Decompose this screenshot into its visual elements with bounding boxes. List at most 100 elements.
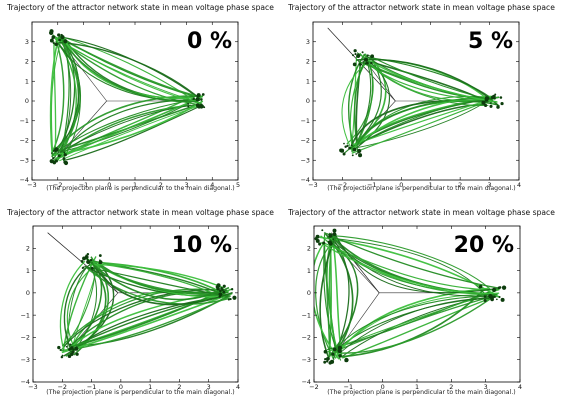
attractor-cluster-dot <box>358 153 363 158</box>
trajectory-line <box>57 42 200 101</box>
noise-percentage-label: 20 % <box>454 233 514 258</box>
attractor-cluster-dot <box>342 152 346 156</box>
attractor-cluster-dot <box>52 156 55 160</box>
attractor-cluster-dot <box>86 259 91 265</box>
trajectory-line <box>85 266 231 305</box>
attractor-cluster-dot <box>496 105 500 109</box>
trajectory-line <box>63 262 93 355</box>
x-tick-label: 2 <box>177 383 181 391</box>
attractor-cluster-dot <box>232 295 237 300</box>
x-tick-label: −2 <box>58 383 67 391</box>
x-tick-label: 2 <box>159 181 163 189</box>
attractor-cluster-dot <box>355 153 358 155</box>
x-tick-label: 0 <box>381 383 385 391</box>
attractor-cluster-dot <box>67 354 72 359</box>
attractor-cluster-dot <box>492 94 496 99</box>
noise-percentage-label: 5 % <box>468 29 513 54</box>
chart-title: Trajectory of the attractor network stat… <box>7 208 274 217</box>
trajectory-line <box>341 61 368 153</box>
attractor-cluster-dot <box>200 103 202 106</box>
attractor-cluster-dot <box>82 266 85 269</box>
x-tick-label: −3 <box>308 181 317 189</box>
attractor-cluster-dot <box>323 360 327 364</box>
trajectory-line <box>86 266 231 297</box>
x-tick-label: −1 <box>87 383 96 391</box>
trajectory-group <box>327 27 504 158</box>
attractor-cluster-dot <box>74 346 79 351</box>
x-tick-label: 0 <box>119 383 123 391</box>
trajectory-line <box>365 58 498 103</box>
attractor-cluster-dot <box>57 345 61 350</box>
attractor-cluster-dot <box>63 153 67 157</box>
attractor-cluster-dot <box>500 297 505 302</box>
attractor-cluster-dot <box>354 53 357 56</box>
center-connector <box>57 100 107 157</box>
trajectory-line <box>59 260 86 350</box>
y-tick-label: 2 <box>25 58 29 66</box>
y-tick-label: −2 <box>301 137 310 145</box>
attractor-cluster-dot <box>60 355 64 359</box>
x-tick-label: 3 <box>207 383 211 391</box>
y-tick-label: 1 <box>25 77 29 85</box>
axes-frame <box>32 225 239 383</box>
attractor-cluster-dot <box>69 343 72 346</box>
attractor-cluster-dot <box>82 256 87 261</box>
y-tick-label: 3 <box>25 38 29 46</box>
attractor-cluster-dot <box>71 350 75 354</box>
attractor-cluster-dot <box>220 286 223 290</box>
attractor-cluster-dot <box>49 30 54 35</box>
attractor-cluster-dot <box>98 254 102 257</box>
attractor-cluster-dot <box>86 258 89 261</box>
attractor-cluster-dot <box>337 348 342 354</box>
attractor-cluster-dot <box>63 160 67 164</box>
attractor-cluster-dot <box>324 358 327 361</box>
attractor-cluster-dot <box>229 298 232 301</box>
x-tick-label: 2 <box>458 181 462 189</box>
y-tick-label: −2 <box>21 334 30 342</box>
trajectory-line <box>57 36 199 98</box>
y-tick-label: 1 <box>306 77 310 85</box>
attractor-cluster-dot <box>325 357 330 361</box>
y-tick-label: 0 <box>306 97 310 105</box>
attractor-cluster-dot <box>344 360 347 363</box>
attractor-cluster-dot <box>478 284 483 289</box>
y-tick-label: −1 <box>302 311 311 319</box>
x-tick-label: 3 <box>184 181 188 189</box>
y-tick-label: 2 <box>26 244 30 252</box>
attractor-cluster-dot <box>52 149 55 152</box>
x-tick-label: −2 <box>53 181 62 189</box>
attractor-cluster-dot <box>498 295 501 299</box>
attractor-cluster-dot <box>59 349 62 352</box>
trajectory-line <box>63 37 195 100</box>
trajectory-line <box>323 234 342 361</box>
trajectory-line <box>53 100 204 156</box>
attractor-cluster-dot <box>51 152 53 154</box>
attractor-cluster-dot <box>343 142 345 145</box>
attractor-cluster-dot <box>200 98 203 101</box>
attractor-cluster-dot <box>195 103 200 108</box>
attractor-cluster-dot <box>75 352 79 356</box>
trajectory-line <box>336 292 499 354</box>
attractor-cluster-dot <box>364 62 367 65</box>
x-tick-label: −2 <box>309 383 318 391</box>
attractor-cluster-dot <box>98 260 103 265</box>
chart-panel-0-percent: Trajectory of the attractor network stat… <box>0 0 281 200</box>
attractor-cluster-dot <box>86 253 90 256</box>
attractor-cluster-dot <box>328 240 332 245</box>
attractor-cluster-dot <box>222 290 226 294</box>
attractor-cluster-dot <box>230 288 234 291</box>
attractor-cluster-dot <box>60 35 65 40</box>
attractor-cluster-dot <box>61 354 64 357</box>
attractor-cluster-dot <box>348 146 351 150</box>
attractor-cluster-dot <box>484 103 488 108</box>
attractor-cluster-dot <box>218 292 223 297</box>
attractor-cluster-dot <box>63 39 68 44</box>
trajectory-line <box>85 257 222 301</box>
attractor-cluster-dot <box>65 345 68 348</box>
x-tick-label: −1 <box>367 181 376 189</box>
trajectory-line <box>352 101 486 150</box>
attractor-cluster-dot <box>352 147 357 152</box>
trajectory-line <box>89 264 225 289</box>
